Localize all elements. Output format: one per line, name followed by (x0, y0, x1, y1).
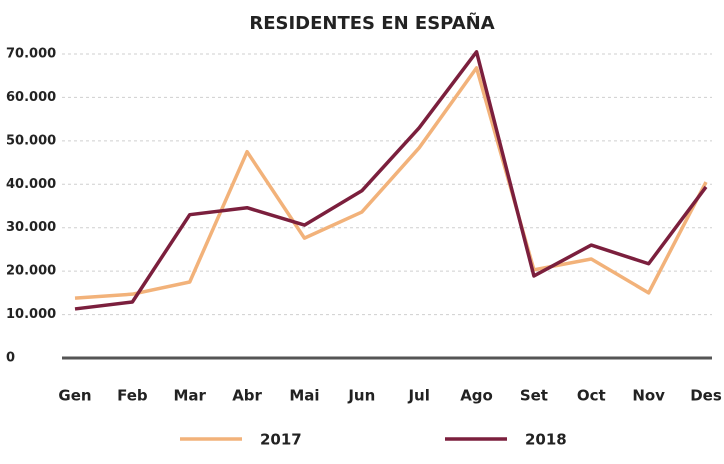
y-tick-label: 10.000 (6, 307, 56, 322)
legend-label: 2017 (260, 431, 302, 449)
line-series (74, 66, 708, 300)
x-tick-label: Abr (232, 387, 262, 405)
y-tick-label: 70.000 (6, 47, 56, 62)
line-series (74, 50, 708, 311)
x-tick-label: Ago (460, 387, 493, 405)
chart-title: RESIDENTES EN ESPAÑA (249, 11, 494, 34)
y-tick-label: 60.000 (6, 90, 56, 105)
y-tick-label: 50.000 (6, 133, 56, 148)
y-tick-label: 0 (6, 351, 15, 366)
x-tick-label: Jun (347, 387, 375, 405)
x-tick-label: Des (690, 387, 722, 405)
y-tick-label: 20.000 (6, 264, 56, 279)
x-tick-label: Set (520, 387, 548, 405)
x-tick-label: Mai (289, 387, 319, 405)
y-tick-label: 40.000 (6, 177, 56, 192)
legend-label: 2018 (525, 431, 567, 449)
x-tick-label: Gen (58, 387, 91, 405)
x-tick-label: Feb (117, 387, 148, 405)
x-tick-label: Mar (174, 387, 207, 405)
x-tick-label: Nov (632, 387, 665, 405)
x-tick-label: Oct (577, 387, 606, 405)
y-tick-label: 30.000 (6, 220, 56, 235)
x-tick-label: Jul (407, 387, 429, 405)
